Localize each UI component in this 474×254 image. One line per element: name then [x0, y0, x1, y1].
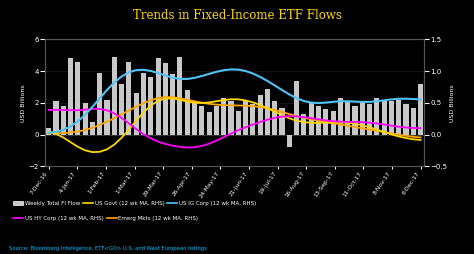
Bar — [345, 101, 350, 135]
Bar — [75, 62, 81, 135]
Bar — [265, 89, 270, 135]
Bar — [280, 108, 284, 135]
Bar — [199, 106, 204, 135]
Bar — [134, 93, 139, 135]
Bar — [418, 84, 423, 135]
Legend: US HY Corp (12 wk MA, RHS), Emerg Mkts (12 wk MA, RHS): US HY Corp (12 wk MA, RHS), Emerg Mkts (… — [12, 215, 200, 222]
Bar — [61, 106, 66, 135]
Bar — [119, 84, 124, 135]
Bar — [236, 111, 241, 135]
Bar — [396, 100, 401, 135]
Bar — [148, 77, 153, 135]
Bar — [54, 101, 58, 135]
Bar — [257, 95, 263, 135]
Bar — [127, 62, 131, 135]
Bar — [309, 103, 314, 135]
Bar — [82, 103, 88, 135]
Bar — [207, 112, 212, 135]
Bar — [177, 57, 182, 135]
Bar — [360, 101, 365, 135]
Text: Trends in Fixed-Income ETF Flows: Trends in Fixed-Income ETF Flows — [133, 9, 341, 22]
Bar — [243, 100, 248, 135]
Bar — [338, 98, 343, 135]
Y-axis label: USD Billions: USD Billions — [450, 84, 455, 122]
Bar — [316, 106, 321, 135]
Bar — [221, 98, 226, 135]
Bar — [287, 135, 292, 147]
Bar — [367, 104, 372, 135]
Bar — [104, 100, 109, 135]
Bar — [46, 128, 51, 135]
Bar — [90, 122, 95, 135]
Bar — [301, 114, 307, 135]
Bar — [382, 100, 387, 135]
Bar — [155, 58, 161, 135]
Bar — [272, 101, 277, 135]
Bar — [112, 57, 117, 135]
Bar — [68, 58, 73, 135]
Bar — [192, 103, 197, 135]
Bar — [228, 101, 234, 135]
Bar — [411, 108, 416, 135]
Y-axis label: USD Billions: USD Billions — [21, 84, 26, 122]
Bar — [141, 73, 146, 135]
Bar — [163, 63, 168, 135]
Bar — [214, 106, 219, 135]
Legend: Weekly Total FI Flow, US Govt (12 wk MA, RHS), US IG Corp (12 wk MA, RHS): Weekly Total FI Flow, US Govt (12 wk MA,… — [12, 200, 257, 207]
Bar — [250, 104, 255, 135]
Bar — [330, 111, 336, 135]
Bar — [403, 104, 409, 135]
Text: Source: Bloomberg Intelligence, ETF<GO> U.S. and West European listings: Source: Bloomberg Intelligence, ETF<GO> … — [9, 246, 208, 251]
Bar — [170, 74, 175, 135]
Bar — [389, 101, 394, 135]
Bar — [97, 73, 102, 135]
Bar — [294, 81, 299, 135]
Bar — [323, 109, 328, 135]
Bar — [374, 98, 379, 135]
Bar — [352, 106, 357, 135]
Bar — [185, 90, 190, 135]
